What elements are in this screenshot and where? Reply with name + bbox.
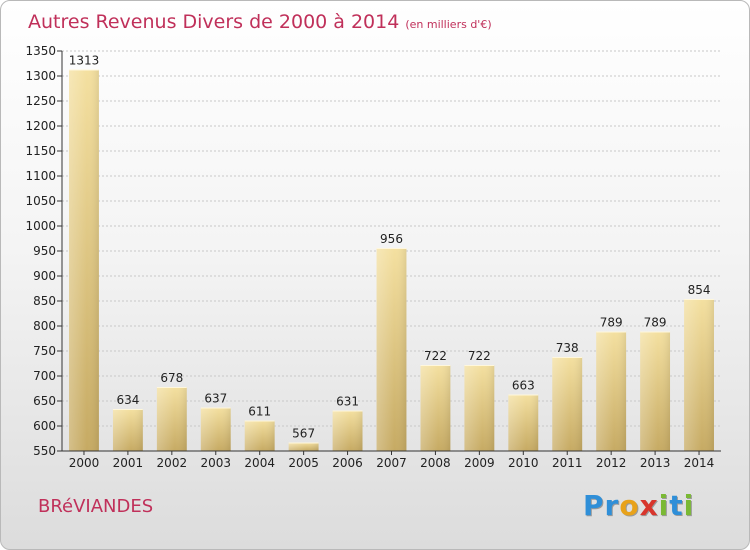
bar-shade — [640, 331, 671, 451]
bar-shade — [112, 409, 143, 451]
y-tick-label: 850 — [33, 294, 56, 308]
chart-title-text: Autres Revenus Divers de 2000 à 2014 — [28, 11, 400, 33]
chart-title: Autres Revenus Divers de 2000 à 2014 (en … — [28, 11, 492, 33]
y-tick-label: 1000 — [25, 219, 56, 233]
bar-shade — [69, 69, 99, 451]
bar-shade — [332, 410, 363, 451]
bar-shade — [464, 365, 495, 451]
y-tick-label: 800 — [33, 319, 56, 333]
bar-shade — [596, 331, 627, 451]
y-tick-label: 1050 — [25, 194, 56, 208]
x-tick-label: 2010 — [508, 456, 539, 470]
x-tick-label: 2007 — [376, 456, 407, 470]
bar-shade — [552, 357, 583, 451]
logo-letter: t — [669, 489, 684, 522]
x-tick-label: 2006 — [332, 456, 363, 470]
y-tick-label: 700 — [33, 369, 56, 383]
bar-value-label: 956 — [380, 232, 403, 246]
bar-value-label: 631 — [336, 395, 359, 409]
x-tick-label: 2012 — [596, 456, 627, 470]
bar-value-label: 738 — [556, 341, 579, 355]
logo-letter: i — [683, 489, 695, 522]
y-tick-label: 1250 — [25, 94, 56, 108]
x-tick-label: 2004 — [244, 456, 275, 470]
bar-value-label: 789 — [644, 316, 667, 330]
y-tick-label: 1350 — [25, 44, 56, 58]
bar-value-label: 637 — [204, 392, 227, 406]
logo-letter: r — [604, 489, 620, 522]
y-tick-label: 750 — [33, 344, 56, 358]
bar-shade — [376, 248, 407, 451]
y-tick-label: 950 — [33, 244, 56, 258]
x-tick-label: 2001 — [113, 456, 144, 470]
x-tick-label: 2008 — [420, 456, 451, 470]
x-tick-label: 2003 — [200, 456, 231, 470]
bar-value-label: 722 — [424, 349, 447, 363]
bar-value-label: 854 — [688, 283, 711, 297]
bar-shade — [288, 442, 319, 451]
bar-shade — [684, 299, 714, 451]
bar-value-label: 722 — [468, 349, 491, 363]
x-tick-label: 2011 — [552, 456, 583, 470]
bar-shade — [244, 420, 275, 451]
bar-value-label: 567 — [292, 427, 315, 441]
bar-value-label: 1313 — [69, 54, 100, 68]
y-tick-label: 600 — [33, 419, 56, 433]
proxiti-logo: Proxiti — [583, 489, 694, 522]
x-tick-label: 2009 — [464, 456, 495, 470]
x-tick-label: 2000 — [69, 456, 100, 470]
chart-subtitle: (en milliers d'€) — [405, 18, 492, 31]
bar-value-label: 789 — [600, 316, 623, 330]
logo-letter: o — [619, 489, 640, 522]
logo-letter: i — [658, 489, 670, 522]
bar-shade — [200, 407, 231, 451]
y-tick-label: 650 — [33, 394, 56, 408]
commune-name: BRéVIANDES — [38, 496, 154, 517]
logo-letter: P — [583, 489, 605, 522]
x-tick-label: 2002 — [157, 456, 188, 470]
bar-value-label: 634 — [116, 393, 139, 407]
y-tick-label: 1150 — [25, 144, 56, 158]
x-tick-label: 2014 — [684, 456, 715, 470]
bar-shade — [156, 387, 187, 451]
y-tick-label: 1300 — [25, 69, 56, 83]
y-tick-label: 1200 — [25, 119, 56, 133]
y-tick-label: 900 — [33, 269, 56, 283]
bar-shade — [508, 394, 539, 451]
logo-letter: x — [639, 489, 659, 522]
bar-value-label: 678 — [160, 371, 183, 385]
x-tick-label: 2013 — [640, 456, 671, 470]
y-tick-label: 550 — [33, 444, 56, 458]
bar-value-label: 611 — [248, 405, 271, 419]
bar-value-label: 663 — [512, 379, 535, 393]
y-tick-label: 1100 — [25, 169, 56, 183]
x-tick-label: 2005 — [288, 456, 319, 470]
bar-shade — [420, 365, 451, 451]
